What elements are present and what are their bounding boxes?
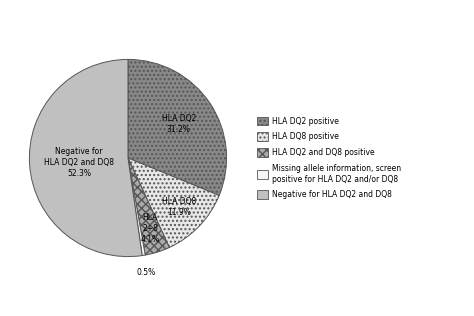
Text: Negative for
HLA DQ2 and DQ8
52.3%: Negative for HLA DQ2 and DQ8 52.3%: [44, 147, 114, 179]
Text: 0.5%: 0.5%: [137, 268, 156, 277]
Wedge shape: [128, 158, 169, 255]
Text: HLA DQ2
31.2%: HLA DQ2 31.2%: [162, 114, 196, 134]
Wedge shape: [29, 59, 142, 257]
Text: HLA
2+8
4.1%: HLA 2+8 4.1%: [141, 213, 160, 244]
Wedge shape: [128, 158, 145, 256]
Text: HLA DQ8
11.9%: HLA DQ8 11.9%: [162, 197, 196, 217]
Legend: HLA DQ2 positive, HLA DQ8 positive, HLA DQ2 and DQ8 positive, Missing allele inf: HLA DQ2 positive, HLA DQ8 positive, HLA …: [255, 114, 403, 202]
Wedge shape: [128, 158, 219, 247]
Wedge shape: [128, 59, 227, 195]
